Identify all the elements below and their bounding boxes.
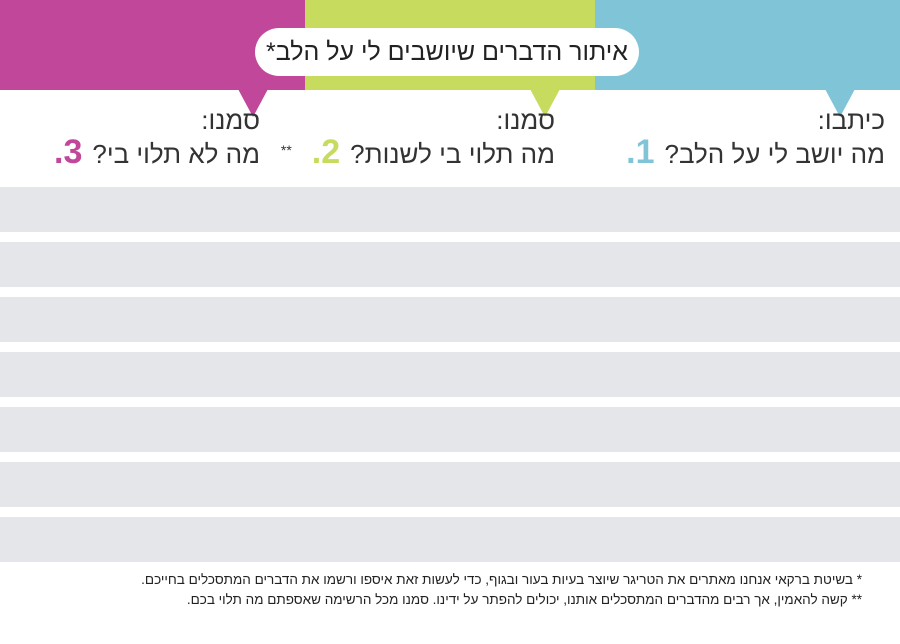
entry-row[interactable] — [0, 297, 900, 342]
entry-row[interactable] — [0, 462, 900, 507]
header-band-pink — [0, 0, 305, 90]
column-2-question-line: מה תלוי בי לשנות? 2. ** — [281, 133, 555, 174]
entry-row[interactable] — [0, 407, 900, 452]
page-title: איתור הדברים שיושבים לי על הלב* — [255, 28, 639, 76]
entry-row[interactable] — [0, 352, 900, 397]
page-title-text: איתור הדברים שיושבים לי על הלב* — [266, 37, 628, 66]
entry-row[interactable] — [0, 187, 900, 232]
column-3-lead: סמנו: — [201, 105, 260, 135]
column-1-question: מה יושב לי על הלב? — [664, 139, 885, 169]
column-3-header: סמנו: מה לא תלוי בי? 3. — [10, 104, 260, 170]
column-1-number: 1. — [626, 133, 655, 171]
header-band-blue — [595, 0, 900, 90]
footnote-1: * בשיטת ברקאי אנחנו מאתרים את הטריגר שיו… — [141, 572, 862, 587]
footnotes: * בשיטת ברקאי אנחנו מאתרים את הטריגר שיו… — [22, 570, 862, 610]
column-2-footnote-mark: ** — [280, 142, 292, 158]
column-2-lead: סמנו: — [496, 105, 555, 135]
column-3-question: מה לא תלוי בי? — [92, 139, 260, 169]
entry-row[interactable] — [0, 517, 900, 562]
column-3-question-line: מה לא תלוי בי? 3. — [10, 133, 260, 171]
pointer-pink — [238, 89, 268, 117]
column-1-lead: כיתבו: — [817, 105, 885, 135]
column-2-question: מה תלוי בי לשנות? — [350, 139, 555, 169]
column-3-number: 3. — [54, 133, 83, 171]
column-2-number: 2. — [311, 133, 341, 171]
pointer-green — [530, 89, 560, 117]
pointer-blue — [825, 89, 855, 117]
footnote-2: ** קשה להאמין, אך רבים מהדברים המתסכלים … — [186, 592, 862, 607]
column-2-header: סמנו: מה תלוי בי לשנות? 2. ** — [281, 104, 555, 174]
entry-row[interactable] — [0, 242, 900, 287]
column-1-header: כיתבו: מה יושב לי על הלב? 1. — [595, 104, 885, 170]
column-1-question-line: מה יושב לי על הלב? 1. — [595, 133, 885, 171]
